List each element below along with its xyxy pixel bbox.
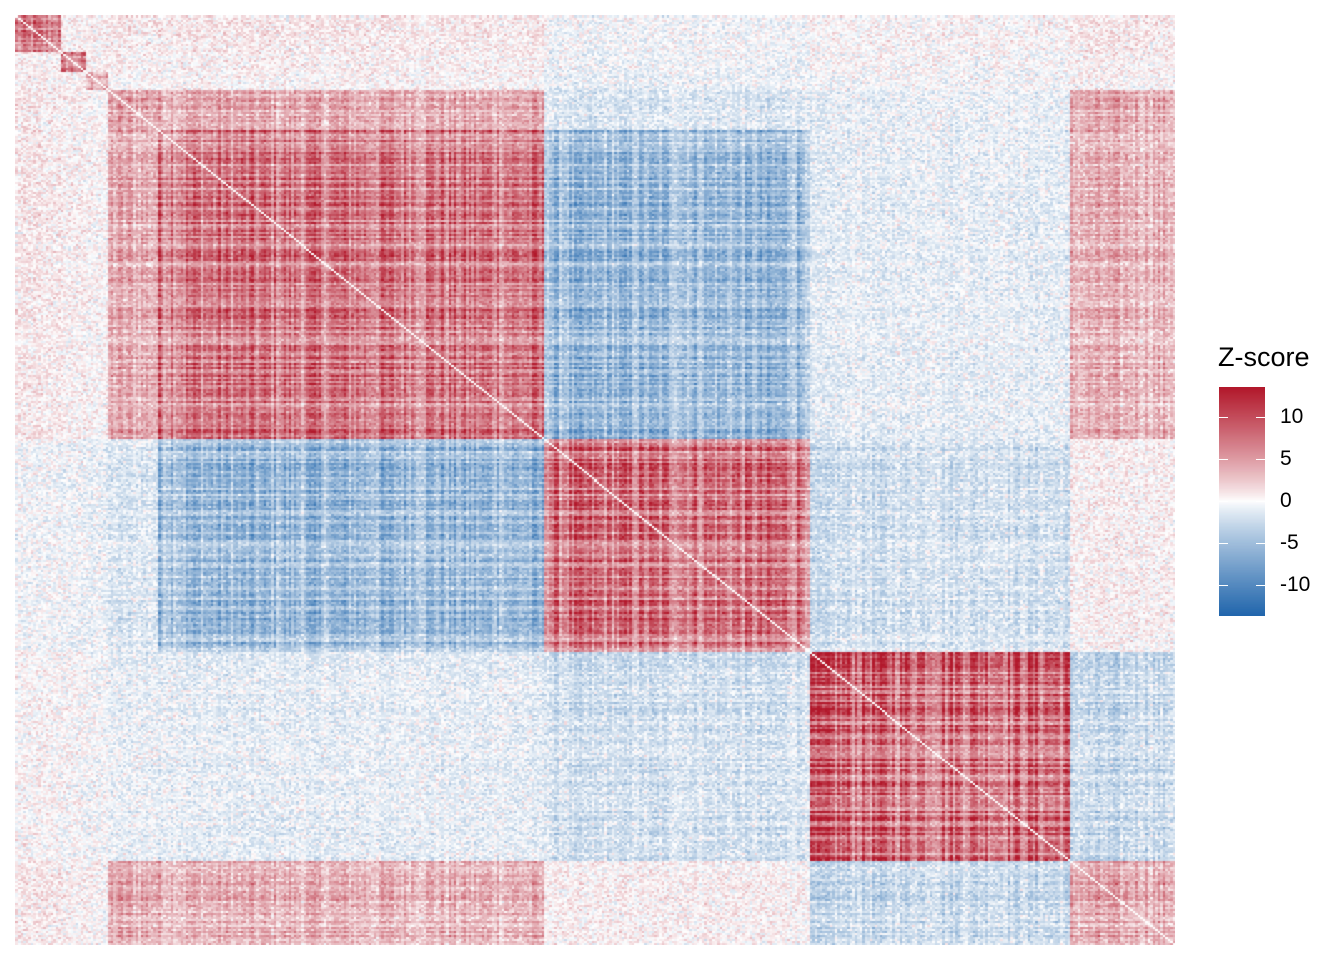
- legend-tick-label: -5: [1280, 531, 1299, 555]
- heatmap-matrix: [15, 15, 1175, 945]
- legend-tick-mark: [1256, 543, 1265, 545]
- legend-tick-mark: [1256, 417, 1265, 419]
- legend-tick-mark: [1219, 417, 1228, 419]
- legend-tick-label: 10: [1280, 405, 1304, 429]
- legend-tick-label: 5: [1280, 447, 1292, 471]
- legend-tick-mark: [1256, 584, 1265, 586]
- legend-tick-mark: [1256, 459, 1265, 461]
- legend-tick-mark: [1219, 584, 1228, 586]
- legend-tick-mark: [1219, 459, 1228, 461]
- legend-title: Z-score: [1218, 342, 1310, 372]
- legend-tick-label: -10: [1280, 572, 1311, 596]
- legend-tick-label: 0: [1280, 489, 1292, 513]
- legend-tick-mark: [1219, 501, 1228, 503]
- legend-tick-mark: [1256, 501, 1265, 503]
- legend-tick-mark: [1219, 543, 1228, 545]
